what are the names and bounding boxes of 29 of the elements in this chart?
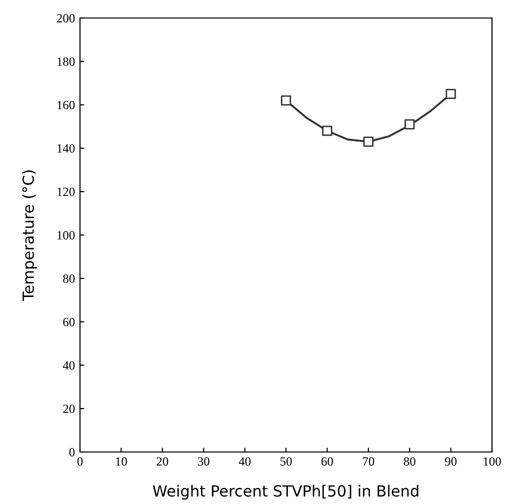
y-tick-label: 200: [56, 14, 75, 22]
x-tick-label: 10: [116, 457, 127, 466]
point: [446, 88, 456, 100]
y-tick-label: 120: [57, 188, 75, 196]
y-tick-label: 100: [57, 231, 75, 240]
point: [404, 119, 415, 130]
x-axis-title: Weight Percent STVPh[50] in Blend: [152, 484, 418, 500]
y-tick-label: 160: [57, 100, 75, 110]
y-tick-label: 60: [63, 318, 75, 326]
y-tick-label: 140: [57, 144, 75, 153]
y-tick-label: 80: [63, 274, 75, 283]
y-tick-label: 180: [57, 57, 75, 66]
y-tick-label: 0: [69, 448, 75, 456]
x-tick-label: 30: [198, 457, 210, 466]
point: [280, 95, 292, 106]
x-tick-label: 70: [362, 457, 374, 466]
x-tick-label: 60: [321, 457, 333, 466]
x-tick-label: 100: [484, 457, 501, 466]
x-tick-label: 0: [77, 457, 83, 466]
x-tick-label: 90: [444, 457, 457, 466]
y-axis-title: Temperature (°C): [22, 170, 37, 301]
x-tick-label: 20: [156, 457, 168, 466]
y-tick-label: 40: [62, 361, 75, 370]
x-tick-label: 50: [280, 457, 292, 466]
x-tick-label: 40: [238, 457, 251, 466]
y-tick-label: 20: [63, 404, 75, 414]
point: [363, 136, 374, 147]
point: [322, 126, 332, 136]
x-tick-label: 80: [404, 457, 416, 466]
